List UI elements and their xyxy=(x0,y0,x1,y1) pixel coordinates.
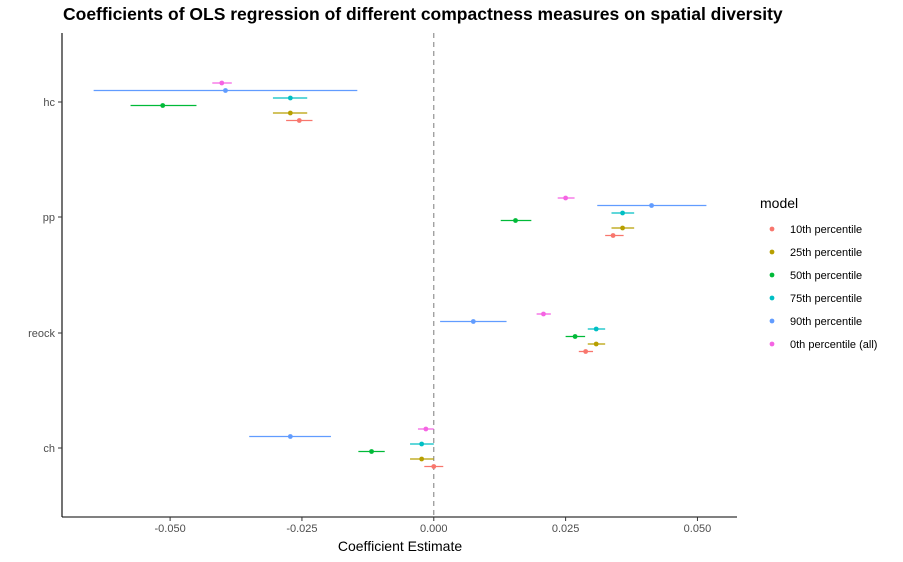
data-point xyxy=(223,88,228,93)
legend-label: 25th percentile xyxy=(790,247,862,259)
data-point xyxy=(649,203,654,208)
legend-key xyxy=(769,249,775,255)
legend-label: 10th percentile xyxy=(790,224,862,236)
data-point xyxy=(593,326,599,332)
legend-key xyxy=(769,318,775,324)
plot-area: -0.050 -0.025 0.000 0.025 0.050 hc pp reock ch xyxy=(28,33,737,535)
legend-label: 0th percentile (all) xyxy=(790,339,877,351)
x-tick-label: 0.025 xyxy=(552,523,580,535)
data-point xyxy=(296,118,302,123)
y-tick-label: ch xyxy=(43,443,55,455)
legend-key xyxy=(769,226,775,232)
data-point xyxy=(572,334,578,339)
legend-label: 75th percentile xyxy=(790,293,862,305)
y-tick-label: pp xyxy=(43,212,55,224)
data-point xyxy=(610,233,616,238)
legend-label: 90th percentile xyxy=(790,316,862,328)
data-point xyxy=(513,218,518,223)
data-point xyxy=(563,195,569,201)
data-point xyxy=(593,341,599,347)
data-point xyxy=(219,80,225,86)
legend-title: model xyxy=(760,195,798,211)
data-point xyxy=(620,210,625,216)
legend: model 10th percentile 25th percentile 50th… xyxy=(760,195,877,351)
data-point xyxy=(431,464,437,469)
chart-title: Coefficients of OLS regression of differ… xyxy=(63,4,783,24)
data-point xyxy=(369,449,374,454)
data-point xyxy=(160,103,166,108)
data-point xyxy=(470,319,476,324)
data-point xyxy=(419,456,425,462)
y-tick-label: reock xyxy=(28,328,55,340)
x-tick-label: -0.025 xyxy=(286,523,317,535)
data-point xyxy=(287,110,293,116)
data-point xyxy=(541,311,546,317)
legend-key xyxy=(769,341,775,347)
data-point xyxy=(287,95,293,101)
legend-key xyxy=(769,272,775,278)
data-point xyxy=(287,434,293,439)
x-axis-title: Coefficient Estimate xyxy=(338,538,462,554)
data-point xyxy=(419,441,425,447)
x-tick-label: 0.000 xyxy=(420,523,448,535)
data-point xyxy=(583,349,589,354)
x-tick-label: -0.050 xyxy=(155,523,186,535)
legend-key xyxy=(769,295,775,301)
x-tick-label: 0.050 xyxy=(684,523,712,535)
data-point xyxy=(620,225,625,231)
legend-label: 50th percentile xyxy=(790,270,862,282)
y-tick-label: hc xyxy=(43,97,55,109)
data-point xyxy=(423,426,429,432)
